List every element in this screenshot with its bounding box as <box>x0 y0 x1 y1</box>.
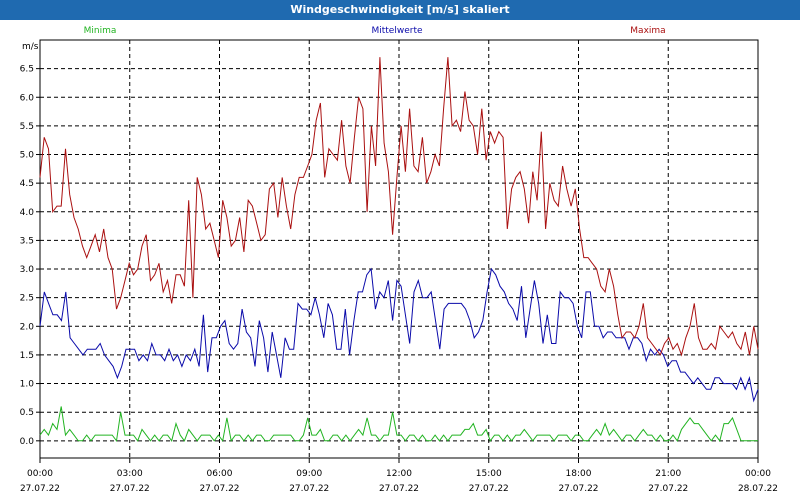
y-tick-label: 6.5 <box>20 65 34 75</box>
x-tick-time-label: 21:00 <box>655 469 681 479</box>
x-tick-time-label: 00:00 <box>745 469 771 479</box>
y-tick-label: 6.0 <box>20 93 35 103</box>
x-tick-date-label: 27.07.22 <box>558 484 598 494</box>
x-tick-time-label: 15:00 <box>476 469 502 479</box>
x-tick-date-label: 27.07.22 <box>199 484 239 494</box>
series-line-maxima <box>39 57 759 357</box>
x-tick-date-label: 27.07.22 <box>20 484 60 494</box>
series-line-mittelwerte <box>39 267 759 403</box>
series-line-minima <box>39 406 758 443</box>
legend-minima: Minima <box>84 26 117 36</box>
chart-title: Windgeschwindigkeit [m/s] skaliert <box>0 0 800 20</box>
x-tick-time-label: 09:00 <box>296 469 322 479</box>
y-tick-label: 5.0 <box>20 151 35 161</box>
x-tick-date-label: 27.07.22 <box>110 484 150 494</box>
x-tick-time-label: 18:00 <box>566 469 592 479</box>
y-tick-label: 1.5 <box>20 351 34 361</box>
y-tick-label: 4.0 <box>20 208 35 218</box>
y-tick-label: 0.0 <box>20 437 35 447</box>
legend: Minima Mittelwerte Maxima <box>84 26 666 36</box>
x-tick-date-label: 28.07.22 <box>738 484 778 494</box>
y-tick-label: 3.5 <box>20 236 34 246</box>
y-axis-ticks: 0.0 0.5 1.0 1.5 2.0 2.5 3.0 3.5 4.0 4.5 5.0 5.5 6.0 6… <box>20 65 40 447</box>
x-tick-date-label: 27.07.22 <box>289 484 329 494</box>
x-tick-date-label: 27.07.22 <box>379 484 419 494</box>
x-axis-ticks: 00:00 27.07.22 03:00 27.07.22 06:00 27.07.22 0… <box>20 458 778 494</box>
y-tick-label: 5.5 <box>20 122 34 132</box>
wind-speed-chart: 0.0 0.5 1.0 1.5 2.0 2.5 3.0 3.5 4.0 4.5 5.0 5.5 6.0 6… <box>0 20 800 500</box>
x-tick-time-label: 03:00 <box>117 469 143 479</box>
y-axis-label: m/s <box>22 42 39 52</box>
y-tick-label: 3.0 <box>20 265 35 275</box>
x-tick-time-label: 12:00 <box>386 469 412 479</box>
x-tick-time-label: 06:00 <box>207 469 233 479</box>
y-tick-label: 0.5 <box>20 408 34 418</box>
legend-mittelwerte: Mittelwerte <box>371 26 422 36</box>
y-tick-label: 2.0 <box>20 322 35 332</box>
y-tick-label: 2.5 <box>20 294 34 304</box>
x-tick-date-label: 27.07.22 <box>469 484 509 494</box>
legend-maxima: Maxima <box>630 26 665 36</box>
x-tick-time-label: 00:00 <box>27 469 53 479</box>
x-tick-date-label: 27.07.22 <box>648 484 688 494</box>
y-tick-label: 1.0 <box>20 380 35 390</box>
chart-frame: 0.0 0.5 1.0 1.5 2.0 2.5 3.0 3.5 4.0 4.5 5.0 5.5 6.0 6… <box>0 20 800 500</box>
y-tick-label: 4.5 <box>20 179 34 189</box>
series-lines <box>39 57 759 443</box>
